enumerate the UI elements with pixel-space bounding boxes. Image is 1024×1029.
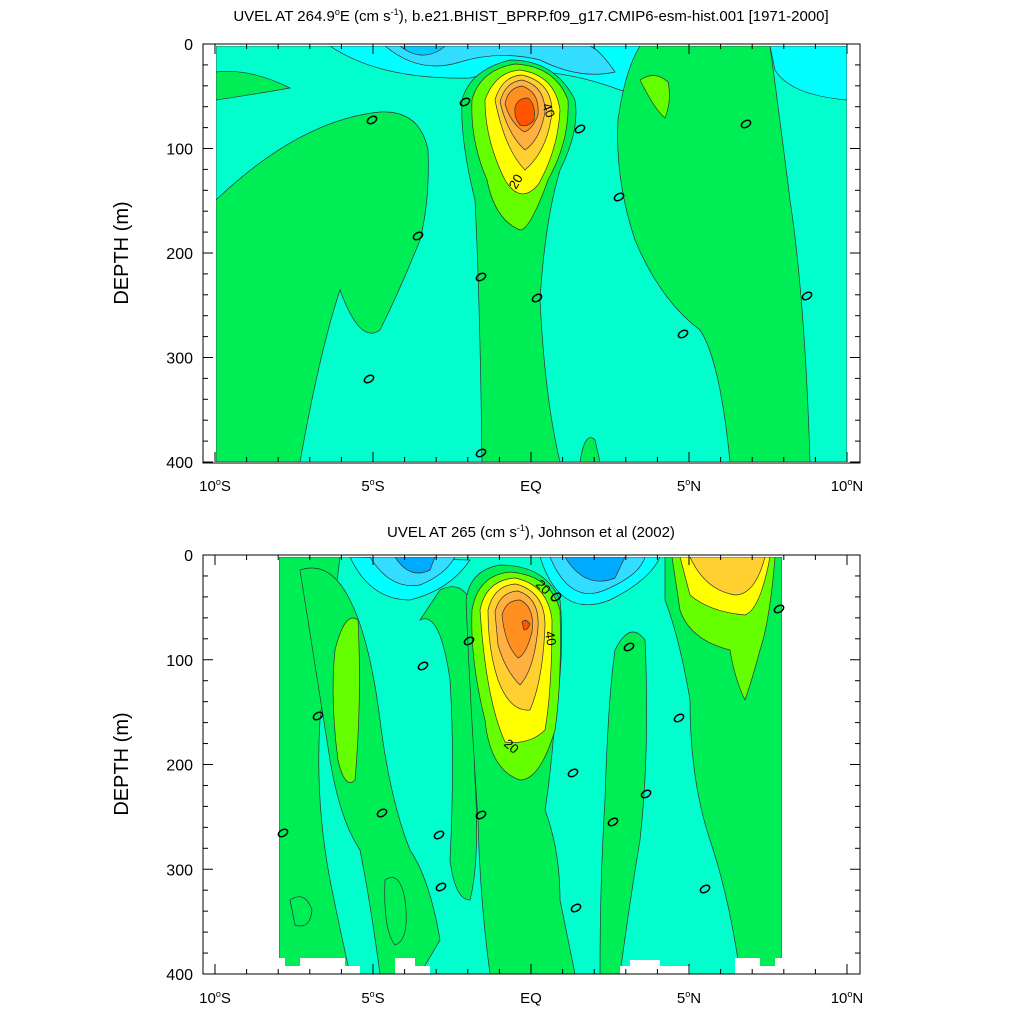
contour-label-zero	[677, 329, 689, 339]
contour-label-zero	[412, 231, 424, 241]
contour-label-zero	[699, 884, 711, 894]
contour-label-zero	[773, 604, 785, 614]
y-tick-label: 0	[184, 37, 193, 54]
panel-1: UVEL AT 264.9oE (cm s-1), b.e21.BHIST_BP…	[111, 7, 863, 495]
panel-2-zero-labels	[277, 592, 785, 913]
contour-fill-pos7	[514, 97, 535, 127]
panel-1-axes: 10oS 5oS EQ 5oN 10oN 0 100 200 300 400	[166, 37, 863, 495]
contour-label-zero	[531, 293, 543, 303]
contour-label-zero	[312, 711, 324, 721]
x-tick-label: 5oS	[361, 477, 384, 495]
x-tick-label: 10oS	[199, 989, 231, 1007]
panel-1-ylabel: DEPTH (m)	[111, 201, 133, 304]
panel-1-contours	[216, 46, 847, 462]
svg-text:20: 20	[506, 171, 526, 191]
panel-2: UVEL AT 265 (cm s-1), Johnson et al (200…	[111, 523, 863, 1007]
y-tick-label: 200	[166, 246, 193, 263]
contour-label-zero	[366, 115, 378, 125]
contour-label-zero	[740, 119, 752, 129]
panel-1-zero-labels	[363, 97, 813, 458]
y-tick-label: 400	[166, 455, 193, 472]
contour-fill-pos7	[521, 620, 531, 631]
svg-text:40: 40	[539, 101, 558, 120]
contour-label-zero	[459, 97, 471, 107]
contour-label-zero	[475, 272, 487, 282]
svg-text:40: 40	[542, 630, 559, 647]
x-tick-label: EQ	[520, 990, 542, 1007]
contour-label-zero	[475, 810, 487, 820]
contour-fill-neg3	[394, 557, 626, 582]
contour-fill-pos-right	[617, 46, 811, 462]
contour-label-zero	[363, 374, 375, 384]
x-tick-label: EQ	[520, 478, 542, 495]
contour-label-zero	[475, 448, 487, 458]
y-tick-label: 200	[166, 758, 193, 775]
x-tick-label: 5oN	[677, 477, 701, 495]
x-tick-label: 10oS	[199, 477, 231, 495]
contour-label-zero	[640, 789, 652, 799]
contour-fill-pos-f	[289, 877, 407, 946]
contour-label-zero	[417, 661, 429, 671]
y-tick-label: 100	[166, 653, 193, 670]
panel-2-axes: 10oS 5oS EQ 5oN 10oN 0 100 200 300 400	[166, 548, 863, 1007]
contour-label-zero	[613, 192, 625, 202]
contour-fill-pos-center2	[579, 437, 601, 462]
contour-label-zero	[607, 817, 619, 827]
y-tick-label: 300	[166, 862, 193, 879]
contour-label-zero	[376, 808, 388, 818]
contour-fill-pos6	[501, 599, 533, 659]
contour-label-zero	[463, 636, 475, 646]
y-tick-label: 400	[166, 967, 193, 984]
contour-label-zero	[567, 768, 579, 778]
contour-label-zero	[570, 903, 582, 913]
contour-fill-pos4-e	[689, 557, 766, 596]
contour-label-zero	[435, 882, 447, 892]
contour-label-zero	[433, 830, 445, 840]
y-tick-label: 0	[184, 548, 193, 565]
panel-2-contours	[279, 557, 782, 974]
x-tick-label: 5oS	[361, 989, 384, 1007]
contour-fill-neg3	[399, 46, 446, 56]
contour-label-zero	[673, 713, 685, 723]
x-tick-label: 5oN	[677, 989, 701, 1007]
panel-1-title: UVEL AT 264.9oE (cm s-1), b.e21.BHIST_BP…	[233, 7, 828, 25]
contour-fill-pos2-right	[639, 75, 670, 119]
contour-fill-pos-left	[216, 71, 429, 462]
y-tick-label: 300	[166, 351, 193, 368]
x-tick-label: 10oN	[831, 989, 864, 1007]
contour-label-zero	[550, 592, 562, 602]
contour-fill-neg2	[384, 46, 616, 75]
contour-label-zero	[574, 124, 586, 134]
contour-label-zero	[801, 291, 813, 301]
contour-label-zero	[623, 642, 635, 652]
contour-fill-pos2-a	[332, 617, 360, 783]
panel-2-ylabel: DEPTH (m)	[111, 712, 133, 815]
contour-label-zero	[277, 828, 289, 838]
contour-fill-pos-d	[599, 631, 648, 974]
x-tick-label: 10oN	[831, 477, 864, 495]
panel-2-title: UVEL AT 265 (cm s-1), Johnson et al (200…	[387, 523, 675, 541]
panel-1-contour-labels: 40 20	[506, 101, 559, 192]
y-tick-label: 100	[166, 142, 193, 159]
